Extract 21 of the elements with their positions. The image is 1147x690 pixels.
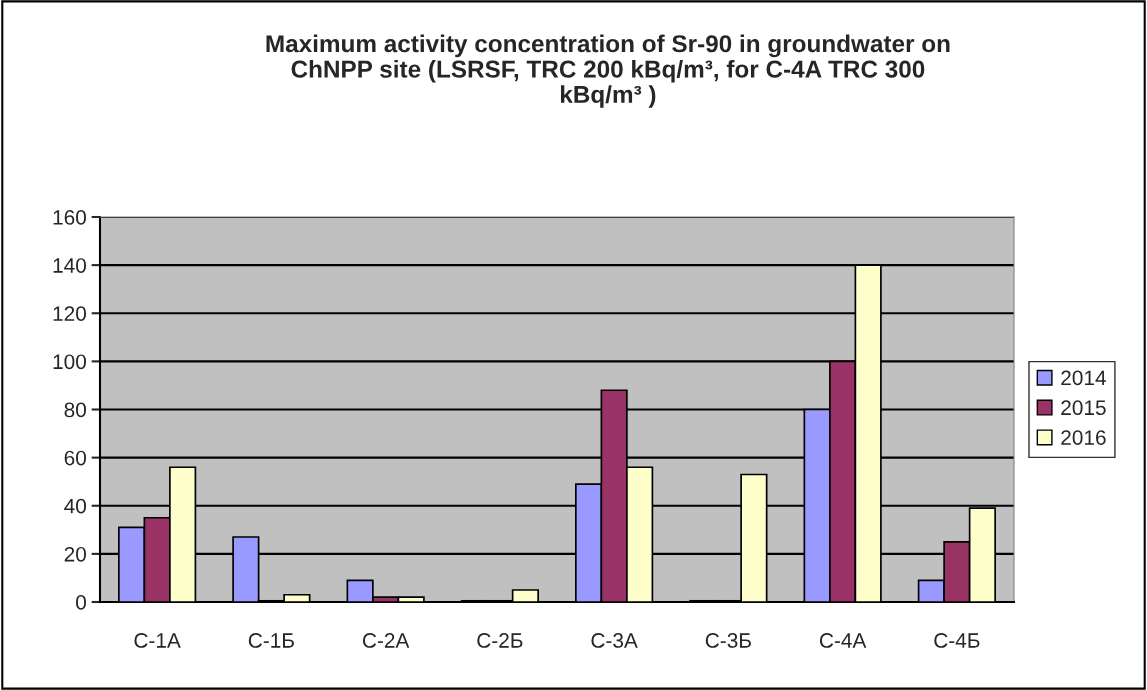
x-tick-label: С-3Б (705, 633, 751, 648)
x-tick-label: С-2А (362, 633, 410, 648)
x-tick-label: С-1Б (248, 633, 294, 648)
x-tick-label: С-2Б (477, 633, 523, 648)
y-tick-label: 80 (64, 402, 86, 418)
chart-title: Maximum activity concentration of Sr-90 in groundwater on ChNPP site (LSRSF, TRC 200 kBq/m³, for C-4A TRC 300 kBq/m³ ) (266, 34, 950, 108)
legend-label: 2014 (1061, 370, 1106, 386)
y-tick-label: 0 (76, 595, 86, 610)
x-tick-label: С-4Б (934, 633, 980, 648)
y-tick-label: 120 (53, 306, 86, 321)
y-tick-label: 40 (64, 498, 86, 514)
x-tick-label: С-3А (591, 633, 638, 648)
x-tick-label: С-1А (134, 633, 181, 648)
x-tick-label: С-4А (819, 633, 867, 648)
y-tick-label: 20 (64, 546, 86, 562)
y-tick-label: 60 (64, 450, 86, 466)
y-tick-label: 160 (53, 210, 86, 225)
legend-label: 2015 (1061, 400, 1106, 416)
legend-label: 2016 (1061, 430, 1106, 445)
y-tick-label: 140 (53, 258, 86, 273)
y-tick-label: 100 (53, 354, 86, 370)
